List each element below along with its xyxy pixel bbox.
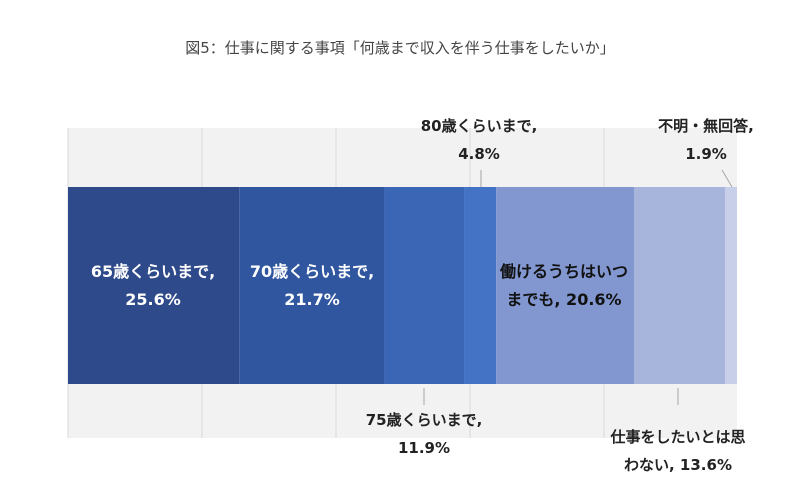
- bar-segment-2: [384, 187, 465, 384]
- segment-label-0: 65歳くらいまで, 25.6%: [91, 262, 215, 309]
- segment-label-6-line-0: 不明・無回答,: [658, 117, 754, 135]
- segment-label-1-line-0: 70歳くらいまで,: [250, 262, 374, 281]
- segment-label-4-line-0: 働けるうちはいつ: [499, 262, 628, 281]
- segment-label-6-line-1: 1.9%: [685, 145, 727, 163]
- segment-label-3-line-1: 4.8%: [458, 145, 500, 163]
- leader-lines: [423, 169, 733, 405]
- segment-label-3-line-0: 80歳くらいまで,: [421, 117, 538, 135]
- segment-label-5-line-0: 仕事をしたいとは思: [609, 428, 745, 446]
- segment-label-4-line-1: までも, 20.6%: [506, 290, 621, 309]
- stacked-bar: [68, 187, 737, 384]
- leader-line-6: [721, 169, 733, 188]
- bar-segment-1: [239, 187, 385, 384]
- segment-label-3: 80歳くらいまで, 4.8%: [421, 117, 538, 163]
- bar-segment-3: [464, 187, 497, 384]
- segment-label-0-line-0: 65歳くらいまで,: [91, 262, 215, 281]
- chart-title: 図5：仕事に関する事項「何歳まで収入を伴う仕事をしたいか」: [185, 39, 615, 57]
- segment-label-5-line-1: わない, 13.6%: [624, 456, 732, 474]
- bar-segment-4: [496, 187, 634, 384]
- segment-labels: 65歳くらいまで, 25.6% 70歳くらいまで, 21.7% 75歳くらいまで, 11.…: [91, 117, 754, 474]
- segment-label-2-line-0: 75歳くらいまで,: [366, 411, 483, 429]
- bar-segment-6: [724, 187, 737, 384]
- segment-label-2-line-1: 11.9%: [398, 439, 450, 457]
- segment-label-4: 働けるうちはいつまでも, 20.6%: [499, 262, 628, 309]
- bar-segment-5: [633, 187, 725, 384]
- segment-label-2: 75歳くらいまで, 11.9%: [366, 411, 483, 457]
- segment-label-5: 仕事をしたいとは思わない, 13.6%: [609, 428, 745, 474]
- segment-label-1-line-1: 21.7%: [284, 290, 340, 309]
- segment-label-0-line-1: 25.6%: [125, 290, 181, 309]
- bar-segment-0: [68, 187, 240, 384]
- segment-label-1: 70歳くらいまで, 21.7%: [250, 262, 374, 309]
- segment-label-6: 不明・無回答, 1.9%: [658, 117, 754, 163]
